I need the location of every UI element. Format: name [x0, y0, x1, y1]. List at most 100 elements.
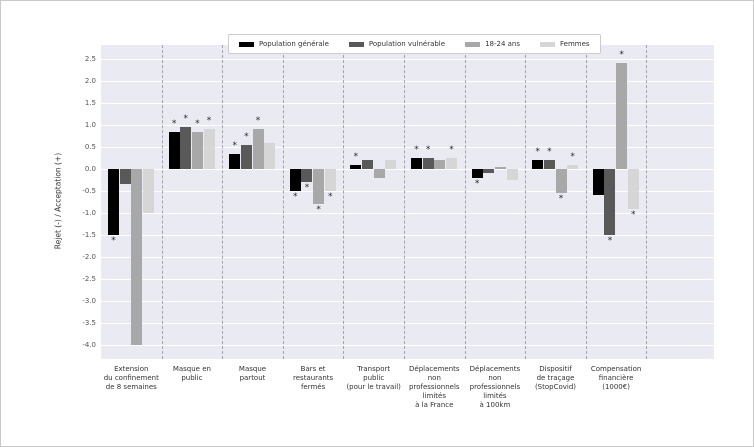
significance-asterisk: * — [619, 50, 624, 61]
bar-2-group-9 — [604, 169, 616, 235]
significance-asterisk: * — [607, 236, 613, 246]
bar-3-group-6 — [434, 160, 446, 169]
significance-asterisk: * — [171, 118, 177, 129]
significance-asterisk: * — [183, 114, 189, 125]
group-separator — [404, 45, 405, 359]
gridline — [101, 124, 714, 126]
gridline — [101, 102, 714, 104]
y-tick-label: -3.0 — [82, 296, 96, 305]
x-category-label: Déplacements non professionnels limités … — [469, 365, 521, 409]
significance-asterisk: * — [304, 183, 310, 194]
bar-1-group-1 — [108, 169, 119, 235]
bar-4-group-4 — [324, 169, 336, 191]
y-tick-label: 0.5 — [84, 142, 96, 151]
bar-3-group-9 — [616, 63, 628, 169]
bar-1-group-9 — [592, 169, 604, 196]
legend-swatch-icon — [465, 41, 481, 47]
significance-asterisk: * — [316, 205, 321, 216]
bar-4-group-8 — [567, 164, 579, 169]
y-tick-label: 0.0 — [84, 164, 96, 173]
x-category-label: Extension du confinement de 8 semaines — [103, 365, 159, 391]
gridline — [101, 80, 714, 82]
bar-4-group-2 — [203, 129, 215, 169]
legend-label: 18-24 ans — [485, 40, 521, 48]
bar-2-group-4 — [301, 169, 313, 183]
y-tick-label: -3.5 — [82, 318, 96, 327]
y-tick-label: -2.5 — [82, 274, 96, 283]
bar-3-group-8 — [555, 169, 567, 194]
bar-1-group-5 — [350, 164, 362, 169]
gridline — [101, 146, 714, 148]
y-tick-label: -1.5 — [82, 230, 96, 239]
y-tick-label: 1.0 — [84, 120, 96, 129]
legend-swatch-icon — [239, 41, 254, 47]
group-separator — [525, 45, 527, 359]
gridline — [101, 212, 714, 214]
legend-label: Population générale — [259, 40, 329, 48]
significance-asterisk: * — [293, 192, 298, 202]
gridline — [101, 278, 714, 280]
legend-swatch-icon — [540, 41, 556, 47]
significance-asterisk: * — [195, 118, 200, 129]
significance-asterisk: * — [558, 194, 564, 205]
y-tick-label: -2.0 — [82, 252, 96, 261]
bar-4-group-5 — [385, 160, 397, 169]
bar-1-group-7 — [471, 169, 483, 178]
significance-asterisk: * — [449, 145, 454, 155]
y-tick-label: 2.5 — [84, 54, 96, 63]
bar-1-group-3 — [229, 153, 241, 169]
group-separator — [343, 45, 345, 359]
legend-label: Population vulnérable — [368, 40, 446, 48]
x-category-label: Transport public (pour le travail) — [346, 365, 401, 391]
bar-3-group-7 — [494, 166, 506, 169]
y-tick-label: -4.0 — [82, 340, 96, 349]
bar-4-group-3 — [264, 142, 276, 169]
bar-4-group-9 — [627, 169, 639, 209]
bar-2-group-6 — [422, 158, 434, 169]
legend-item-1: Population générale — [239, 40, 329, 48]
legend: Population générale Population vulnérable… — [228, 34, 601, 54]
significance-asterisk: * — [570, 151, 575, 162]
significance-asterisk: * — [111, 236, 116, 246]
significance-asterisk: * — [232, 140, 237, 151]
significance-asterisk: * — [244, 131, 249, 142]
bar-2-group-2 — [180, 127, 192, 169]
bar-2-group-3 — [240, 144, 252, 169]
significance-asterisk: * — [353, 151, 359, 162]
significance-asterisk: * — [414, 145, 419, 155]
significance-asterisk: * — [535, 147, 540, 158]
bar-2-group-1 — [119, 169, 131, 185]
gridline — [101, 322, 714, 324]
legend-swatch-icon — [348, 41, 364, 47]
bar-3-group-3 — [252, 129, 264, 169]
gridline — [101, 234, 714, 236]
y-tick-label: 1.5 — [84, 98, 96, 107]
bar-2-group-8 — [543, 160, 555, 169]
bar-4-group-1 — [142, 169, 154, 213]
bar-3-group-5 — [373, 169, 385, 178]
y-tick-label: -1.0 — [82, 208, 96, 217]
gridline — [101, 300, 714, 302]
bar-1-group-2 — [168, 131, 180, 169]
significance-asterisk: * — [474, 178, 480, 189]
x-category-label: Masque en public — [172, 365, 211, 382]
legend-item-2: Population vulnérable — [348, 40, 446, 48]
gridline — [101, 168, 714, 170]
legend-label: Femmes — [560, 40, 590, 48]
group-separator — [161, 45, 163, 359]
group-separator — [282, 45, 284, 359]
x-category-label: Masque partout — [238, 365, 267, 382]
significance-asterisk: * — [547, 147, 552, 158]
x-category-label: Déplacements non professionnels limités … — [409, 365, 460, 409]
gridline — [101, 58, 714, 60]
legend-item-3: 18-24 ans — [465, 40, 520, 48]
bar-3-group-1 — [131, 169, 143, 345]
y-tick-label: 2.0 — [84, 76, 96, 85]
x-category-label: Compensation financière (1000€) — [590, 365, 642, 391]
significance-asterisk: * — [631, 209, 636, 220]
x-category-label: Bars et restaurants fermés — [293, 365, 334, 391]
group-separator — [222, 45, 224, 359]
group-separator — [646, 45, 648, 359]
gridline — [101, 256, 714, 258]
